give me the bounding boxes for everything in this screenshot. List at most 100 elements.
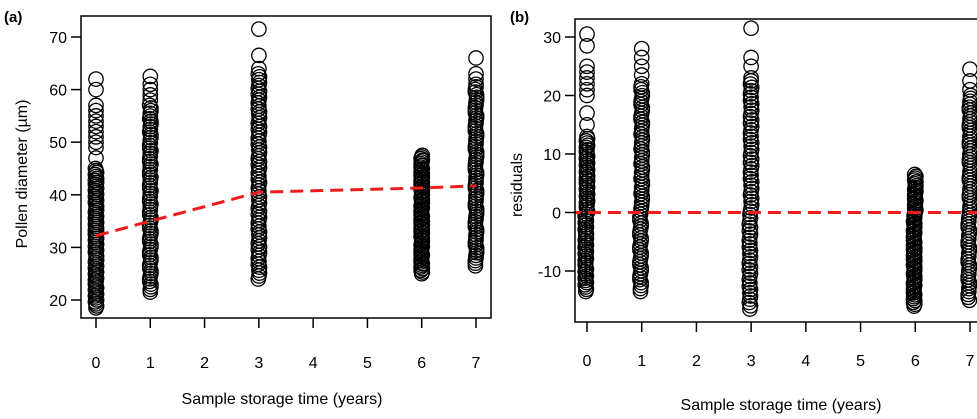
x-tick-label: 5 <box>856 353 865 370</box>
data-point <box>413 167 429 184</box>
data-point <box>579 70 595 86</box>
panel-a-label: (a) <box>4 9 22 26</box>
panel-a-points <box>87 21 485 316</box>
data-point <box>579 75 595 92</box>
x-tick-label: 0 <box>92 355 101 372</box>
x-tick-label: 2 <box>692 353 701 370</box>
data-point <box>88 81 104 98</box>
data-point <box>143 182 159 199</box>
data-point <box>743 49 759 66</box>
data-point <box>143 126 159 143</box>
panel-a: (a) Pollen diameter (µm) Sample storage … <box>4 9 492 408</box>
x-tick-label: 6 <box>911 353 920 370</box>
y-tick-label: 0 <box>552 206 561 223</box>
data-point <box>88 102 104 119</box>
data-point <box>579 64 595 80</box>
y-tick-label: 40 <box>49 188 67 205</box>
data-point <box>468 71 484 87</box>
data-point <box>468 143 485 160</box>
data-point <box>743 20 759 37</box>
y-tick-label: 20 <box>49 293 67 310</box>
data-point <box>579 116 595 133</box>
panel-b-points <box>577 20 977 317</box>
data-point <box>413 176 429 192</box>
data-point <box>251 21 267 37</box>
panel-b-label: (b) <box>510 9 529 26</box>
data-point <box>414 264 431 280</box>
data-point <box>579 105 595 121</box>
data-point <box>413 262 429 279</box>
data-point <box>577 245 594 262</box>
data-point <box>88 150 104 166</box>
data-point <box>468 125 485 142</box>
data-point <box>251 47 267 64</box>
data-point <box>468 65 484 82</box>
data-point <box>87 160 104 177</box>
data-point <box>577 263 594 280</box>
data-point <box>577 270 594 287</box>
data-point <box>633 75 650 92</box>
y-tick-label: 30 <box>49 240 67 257</box>
data-point <box>88 71 104 87</box>
data-point <box>579 87 595 104</box>
x-tick-label: 3 <box>254 355 263 372</box>
y-tick-label: 60 <box>49 83 67 100</box>
data-point <box>962 73 977 89</box>
data-point <box>414 216 431 233</box>
data-point <box>579 128 595 145</box>
data-point <box>578 170 595 187</box>
data-point <box>468 76 484 93</box>
data-point <box>468 107 485 124</box>
data-point <box>906 166 923 183</box>
data-point <box>577 276 594 293</box>
data-point <box>578 195 595 211</box>
data-point <box>578 157 595 174</box>
data-point <box>577 239 594 256</box>
panel-b-y-axis-label: residuals <box>509 153 526 217</box>
data-point <box>88 118 104 135</box>
x-tick-label: 2 <box>200 355 209 372</box>
data-point <box>141 97 158 114</box>
panel-b-plot-frame <box>574 18 977 323</box>
data-point <box>578 150 595 167</box>
panel-a-y-ticks: 20 30 40 50 60 70 <box>49 30 81 310</box>
y-tick-label: 10 <box>543 147 561 164</box>
data-point <box>577 232 594 249</box>
data-point <box>579 172 596 189</box>
panel-b-y-ticks: -10 0 10 20 30 <box>538 30 575 281</box>
data-point <box>142 81 159 98</box>
data-point <box>468 221 485 238</box>
data-point <box>250 65 267 82</box>
y-tick-label: 70 <box>49 30 67 47</box>
y-tick-label: 20 <box>543 89 561 106</box>
data-point <box>88 108 104 124</box>
data-point <box>906 253 923 269</box>
x-tick-label: 5 <box>363 355 372 372</box>
data-point <box>906 243 923 260</box>
panel-a-y-axis-label: Pollen diameter (µm) <box>14 100 31 249</box>
data-point <box>908 168 924 185</box>
panel-b-x-axis-label: Sample storage time (years) <box>681 397 882 414</box>
y-tick-label: 30 <box>543 30 561 47</box>
x-tick-label: 6 <box>417 355 426 372</box>
data-point <box>468 50 484 66</box>
y-tick-label: -10 <box>538 264 561 281</box>
data-point <box>413 215 429 231</box>
data-point <box>633 49 650 66</box>
data-point <box>468 164 485 181</box>
data-point <box>468 239 485 256</box>
fit-line <box>95 184 477 238</box>
data-point <box>88 123 104 140</box>
data-point <box>143 100 159 116</box>
panel-a-x-axis-label: Sample storage time (years) <box>182 391 383 408</box>
data-point <box>468 182 485 199</box>
data-point <box>143 142 159 159</box>
x-tick-label: 7 <box>966 353 975 370</box>
data-point <box>962 81 977 98</box>
data-point <box>578 175 595 191</box>
data-point <box>633 67 650 83</box>
data-point <box>413 223 429 240</box>
data-point <box>578 188 595 205</box>
data-point <box>906 296 923 313</box>
